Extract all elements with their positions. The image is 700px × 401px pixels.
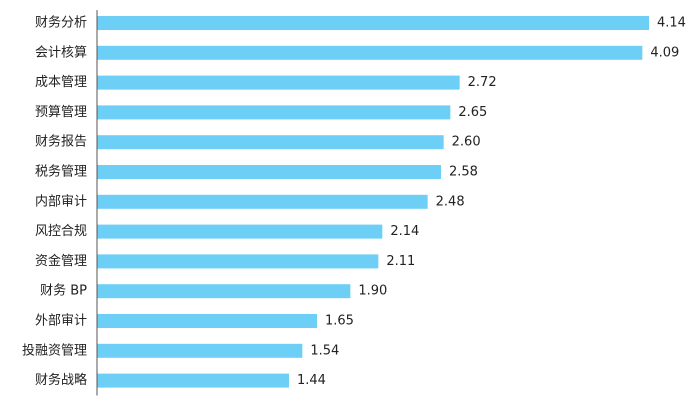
value-label-5: 2.58 bbox=[449, 165, 478, 180]
category-label-8: 资金管理 bbox=[35, 253, 87, 269]
value-label-4: 2.60 bbox=[452, 135, 481, 150]
value-label-7: 2.14 bbox=[390, 224, 419, 239]
bar-10 bbox=[97, 314, 317, 328]
value-label-3: 2.65 bbox=[458, 105, 487, 120]
category-label-1: 会计核算 bbox=[35, 45, 87, 60]
bar-7 bbox=[97, 224, 383, 239]
value-label-9: 1.90 bbox=[358, 284, 387, 299]
bar-8 bbox=[97, 254, 379, 269]
bar-1 bbox=[97, 45, 643, 60]
category-label-5: 税务管理 bbox=[35, 164, 87, 180]
value-label-10: 1.65 bbox=[325, 314, 354, 329]
bar-2 bbox=[97, 75, 460, 90]
value-label-6: 2.48 bbox=[436, 194, 465, 209]
category-label-3: 预算管理 bbox=[35, 105, 87, 120]
category-label-9: 财务 BP bbox=[40, 283, 87, 299]
category-label-6: 内部审计 bbox=[35, 193, 87, 209]
value-label-8: 2.11 bbox=[386, 254, 415, 269]
bar-0 bbox=[97, 16, 649, 30]
value-label-11: 1.54 bbox=[310, 343, 339, 358]
value-label-0: 4.14 bbox=[657, 16, 686, 31]
bar-5 bbox=[97, 165, 441, 179]
bar-6 bbox=[97, 194, 428, 209]
category-label-11: 投融资管理 bbox=[22, 342, 87, 358]
category-label-7: 风控合规 bbox=[35, 224, 87, 239]
value-label-2: 2.72 bbox=[468, 75, 497, 90]
category-label-10: 外部审计 bbox=[35, 314, 87, 329]
bar-9 bbox=[97, 284, 351, 299]
value-label-12: 1.44 bbox=[297, 373, 326, 388]
bar-4 bbox=[97, 135, 444, 150]
category-label-4: 财务报告 bbox=[35, 134, 87, 150]
category-label-12: 财务战略 bbox=[35, 372, 87, 388]
bar-12 bbox=[97, 373, 289, 388]
value-label-1: 4.09 bbox=[650, 45, 679, 60]
category-label-2: 成本管理 bbox=[35, 75, 87, 90]
bars-layer bbox=[97, 16, 649, 388]
bar-3 bbox=[97, 105, 451, 120]
bar-11 bbox=[97, 343, 303, 358]
category-label-0: 财务分析 bbox=[35, 15, 87, 31]
labels-layer: 财务分析 4.14 会计核算 4.09 成本管理 2.72 预算管理 2.65 财务报告 2.60… bbox=[22, 15, 686, 389]
